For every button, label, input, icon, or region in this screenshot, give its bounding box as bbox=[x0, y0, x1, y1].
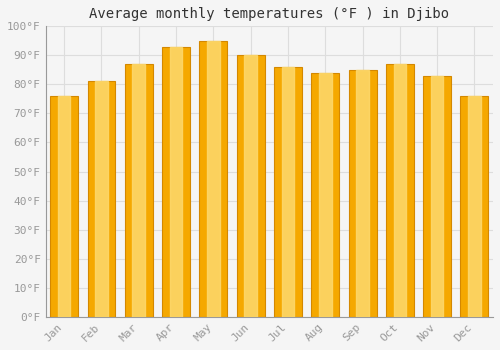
Bar bbox=[386, 64, 414, 317]
Bar bbox=[312, 73, 339, 317]
Bar bbox=[88, 82, 116, 317]
Bar bbox=[132, 64, 145, 317]
Bar bbox=[431, 76, 444, 317]
Bar bbox=[50, 96, 78, 317]
Bar bbox=[274, 67, 302, 317]
Bar bbox=[356, 70, 369, 317]
Bar bbox=[460, 96, 488, 317]
Bar bbox=[282, 67, 294, 317]
Bar bbox=[170, 47, 182, 317]
Bar bbox=[348, 70, 376, 317]
Bar bbox=[468, 96, 480, 317]
Bar bbox=[162, 47, 190, 317]
Bar bbox=[95, 82, 108, 317]
Bar bbox=[244, 55, 257, 317]
Bar bbox=[125, 64, 153, 317]
Bar bbox=[58, 96, 70, 317]
Bar bbox=[236, 55, 264, 317]
Bar bbox=[423, 76, 451, 317]
Title: Average monthly temperatures (°F ) in Djibo: Average monthly temperatures (°F ) in Dj… bbox=[89, 7, 450, 21]
Bar bbox=[319, 73, 332, 317]
Bar bbox=[200, 41, 228, 317]
Bar bbox=[207, 41, 220, 317]
Bar bbox=[394, 64, 406, 317]
